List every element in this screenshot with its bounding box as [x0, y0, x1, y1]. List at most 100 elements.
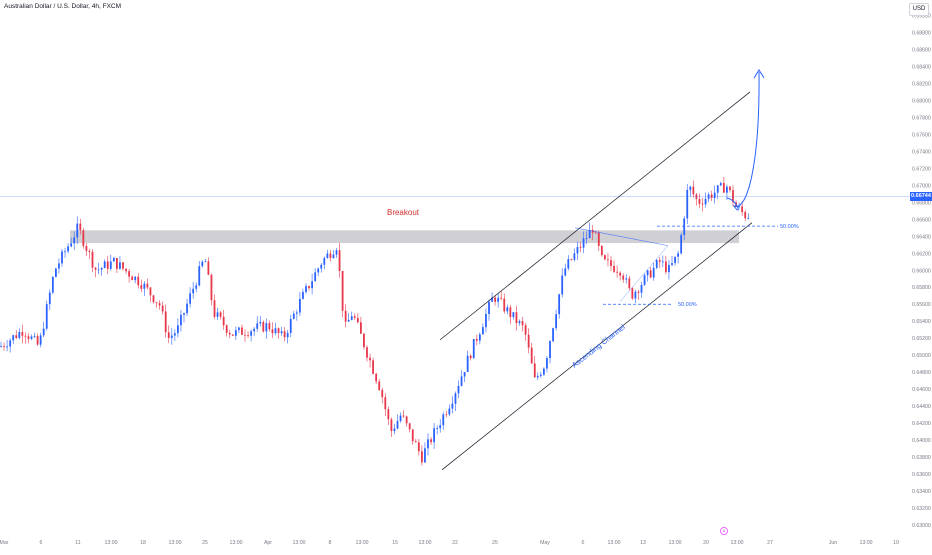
candle-body: [472, 339, 475, 359]
time-tick-label: 22: [452, 540, 458, 546]
candle-body: [573, 253, 576, 260]
candle-body: [67, 246, 69, 252]
candle-body: [549, 341, 551, 359]
fib-lower-label: 50.00%: [678, 302, 697, 308]
price-axis[interactable]: 0.69000 0.68800 0.68600 0.68400 0.68200 0.680…: [912, 14, 931, 530]
candle-body: [478, 334, 481, 341]
candle-body: [9, 340, 12, 347]
candle-body: [558, 294, 561, 315]
wedge-line-lower: [619, 245, 669, 302]
price-tick-label: 0.66200: [912, 251, 931, 257]
candle-body: [454, 393, 457, 404]
drawings: 50.00% 50.00% Breakout Ascending Channel: [0, 69, 910, 471]
candle-body: [439, 425, 442, 429]
price-tick-label: 0.66600: [912, 217, 931, 223]
candle-body: [533, 363, 536, 378]
time-tick-label: 8: [329, 540, 332, 546]
time-tick-label: Mar: [0, 540, 9, 546]
price-tick-label: 0.68800: [912, 30, 931, 36]
time-axis[interactable]: Mar 6 11 13:00 18 13:00 25 13:00 Apr 13:00 8 13:00 1…: [0, 527, 899, 547]
candle-body: [539, 374, 542, 376]
candle-body: [61, 251, 63, 264]
candle-body: [366, 347, 368, 358]
candle-body: [738, 206, 740, 208]
candle-body: [716, 185, 719, 193]
candle-body: [64, 251, 66, 253]
candle-body: [302, 291, 304, 299]
candle-body: [173, 333, 176, 336]
candle-body: [308, 286, 310, 289]
time-tick-label: 18: [140, 540, 146, 546]
candle-body: [12, 335, 15, 341]
candle-body: [463, 371, 466, 377]
candle-body: [119, 262, 121, 269]
candle-body: [430, 439, 432, 443]
candle-body: [131, 276, 134, 281]
time-tick-label: 13:00: [731, 540, 744, 546]
candle-body: [91, 251, 94, 268]
candle-body: [161, 305, 164, 312]
candle-body: [311, 281, 313, 289]
candle-body: [24, 335, 27, 337]
time-tick-label: May: [540, 540, 550, 546]
candle-body: [375, 373, 378, 382]
price-tick-label: 0.65200: [912, 336, 931, 342]
time-tick-label: 13:00: [608, 540, 621, 546]
time-tick-label: 13:00: [419, 540, 432, 546]
candle-body: [250, 331, 252, 336]
candle-body: [210, 274, 213, 301]
price-tick-label: 0.65800: [912, 285, 931, 291]
candle-body: [85, 246, 88, 251]
candle-body: [552, 328, 554, 342]
candle-body: [0, 346, 2, 347]
candle-body: [631, 288, 634, 299]
candle-body: [622, 275, 625, 280]
candle-body: [155, 302, 158, 304]
candle-body: [353, 316, 356, 318]
candle-body: [140, 285, 143, 289]
candle-body: [488, 301, 490, 314]
breakout-label: Breakout: [387, 208, 420, 217]
candle-body: [555, 314, 557, 329]
price-tick-label: 0.65000: [912, 353, 931, 359]
candle-body: [393, 428, 396, 432]
candle-body: [314, 272, 317, 282]
event-icon: [720, 527, 728, 535]
channel-label: Ascending Channel: [570, 322, 627, 369]
candle-body: [286, 332, 289, 338]
candle-body: [719, 183, 722, 186]
candle-body: [637, 291, 640, 293]
currency-button[interactable]: USD: [909, 3, 929, 16]
candle-body: [634, 291, 637, 299]
candle-body: [45, 304, 48, 329]
candle-body: [643, 275, 646, 285]
candle-body: [625, 278, 628, 280]
projection-arrow-path: [726, 71, 760, 211]
candle-body: [33, 336, 36, 337]
candle-body: [701, 203, 704, 205]
candle-body: [204, 261, 207, 263]
candle-body: [497, 297, 500, 302]
candle-body: [640, 284, 643, 293]
candle-body: [579, 247, 582, 248]
candle-body: [280, 331, 283, 334]
candle-body: [158, 303, 161, 306]
candle-body: [137, 276, 140, 286]
price-tick-label: 0.66000: [912, 268, 931, 274]
price-tick-label: 0.64000: [912, 438, 931, 444]
candle-body: [649, 270, 652, 278]
candle-body: [143, 283, 146, 289]
candle-body: [146, 283, 149, 288]
price-tick-label: 0.65400: [912, 319, 931, 325]
candle-body: [689, 186, 692, 190]
candle-body: [378, 381, 381, 391]
candle-body: [414, 441, 417, 443]
time-tick-label: 13:00: [169, 540, 182, 546]
candle-body: [570, 259, 573, 260]
candle-body: [646, 270, 649, 276]
candle-body: [299, 298, 301, 313]
breakout-zone: [70, 230, 739, 244]
candle-body: [295, 312, 298, 314]
